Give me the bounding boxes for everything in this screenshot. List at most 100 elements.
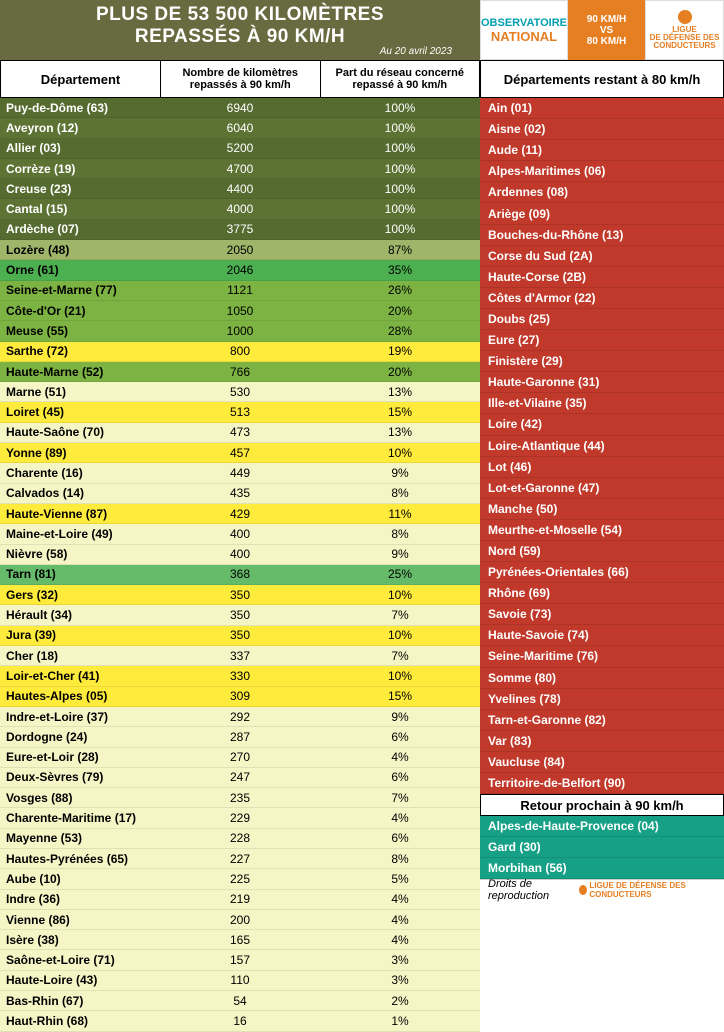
cell-km: 54 bbox=[160, 991, 320, 1011]
cell-km: 229 bbox=[160, 808, 320, 828]
list-item: Alpes-de-Haute-Provence (04) bbox=[480, 816, 724, 837]
table-row: Sarthe (72)80019% bbox=[0, 342, 480, 362]
cell-pct: 100% bbox=[320, 220, 480, 240]
table-row: Mayenne (53)2286% bbox=[0, 829, 480, 849]
cell-pct: 4% bbox=[320, 808, 480, 828]
footer-logo-text: LIGUE DE DÉFENSE DES CONDUCTEURS bbox=[589, 881, 716, 899]
list-item: Seine-Maritime (76) bbox=[480, 646, 724, 667]
table-row: Orne (61)204635% bbox=[0, 260, 480, 280]
cell-dept: Charente-Maritime (17) bbox=[0, 808, 160, 828]
cell-pct: 100% bbox=[320, 159, 480, 179]
cell-dept: Indre-et-Loire (37) bbox=[0, 707, 160, 727]
table-row: Calvados (14)4358% bbox=[0, 484, 480, 504]
table-row: Haute-Marne (52)76620% bbox=[0, 362, 480, 382]
table-row: Loir-et-Cher (41)33010% bbox=[0, 666, 480, 686]
table-row: Isère (38)1654% bbox=[0, 930, 480, 950]
list-item: Lot-et-Garonne (47) bbox=[480, 478, 724, 499]
left-table: Département Nombre de kilomètres repassé… bbox=[0, 60, 480, 1032]
cell-dept: Haute-Saône (70) bbox=[0, 423, 160, 443]
cell-pct: 7% bbox=[320, 646, 480, 666]
list-item: Tarn-et-Garonne (82) bbox=[480, 710, 724, 731]
cell-km: 457 bbox=[160, 443, 320, 463]
cell-pct: 19% bbox=[320, 342, 480, 362]
table-row: Puy-de-Dôme (63)6940100% bbox=[0, 98, 480, 118]
columns: Département Nombre de kilomètres repassé… bbox=[0, 60, 724, 1032]
list-item: Alpes-Maritimes (06) bbox=[480, 161, 724, 182]
left-table-head: Département Nombre de kilomètres repassé… bbox=[0, 60, 480, 98]
cell-dept: Jura (39) bbox=[0, 626, 160, 646]
cell-pct: 100% bbox=[320, 118, 480, 138]
cell-pct: 10% bbox=[320, 626, 480, 646]
table-row: Vienne (86)2004% bbox=[0, 910, 480, 930]
cell-dept: Cantal (15) bbox=[0, 199, 160, 219]
list-item: Var (83) bbox=[480, 731, 724, 752]
list-item: Côtes d'Armor (22) bbox=[480, 288, 724, 309]
table-row: Aube (10)2255% bbox=[0, 869, 480, 889]
table-row: Haute-Vienne (87)42911% bbox=[0, 504, 480, 524]
list-item: Doubs (25) bbox=[480, 309, 724, 330]
cell-km: 800 bbox=[160, 342, 320, 362]
table-row: Charente-Maritime (17)2294% bbox=[0, 808, 480, 828]
cell-km: 270 bbox=[160, 748, 320, 768]
cell-km: 5200 bbox=[160, 139, 320, 159]
list-item: Bouches-du-Rhône (13) bbox=[480, 225, 724, 246]
table-row: Eure-et-Loir (28)2704% bbox=[0, 748, 480, 768]
cell-km: 350 bbox=[160, 585, 320, 605]
cell-pct: 100% bbox=[320, 98, 480, 118]
cell-pct: 10% bbox=[320, 443, 480, 463]
cell-km: 2046 bbox=[160, 260, 320, 280]
cell-km: 1121 bbox=[160, 281, 320, 301]
table-row: Yonne (89)45710% bbox=[0, 443, 480, 463]
table-row: Haute-Loire (43)1103% bbox=[0, 971, 480, 991]
cell-pct: 8% bbox=[320, 524, 480, 544]
cell-pct: 26% bbox=[320, 281, 480, 301]
speed-line-2: VS bbox=[600, 25, 613, 36]
cell-pct: 9% bbox=[320, 463, 480, 483]
cell-km: 227 bbox=[160, 849, 320, 869]
cell-km: 435 bbox=[160, 484, 320, 504]
cell-dept: Hautes-Pyrénées (65) bbox=[0, 849, 160, 869]
cell-km: 400 bbox=[160, 545, 320, 565]
table-row: Allier (03)5200100% bbox=[0, 139, 480, 159]
title-line-2: REPASSÉS À 90 KM/H bbox=[135, 26, 345, 48]
cell-km: 228 bbox=[160, 829, 320, 849]
table-row: Gers (32)35010% bbox=[0, 585, 480, 605]
speed-line-3: 80 KM/H bbox=[587, 36, 626, 47]
cell-dept: Meuse (55) bbox=[0, 321, 160, 341]
cell-pct: 4% bbox=[320, 890, 480, 910]
table-row: Jura (39)35010% bbox=[0, 626, 480, 646]
cell-pct: 100% bbox=[320, 199, 480, 219]
cell-pct: 4% bbox=[320, 910, 480, 930]
table-row: Aveyron (12)6040100% bbox=[0, 118, 480, 138]
cell-km: 200 bbox=[160, 910, 320, 930]
cell-pct: 6% bbox=[320, 768, 480, 788]
cell-km: 330 bbox=[160, 666, 320, 686]
page: PLUS DE 53 500 KILOMÈTRES REPASSÉS À 90 … bbox=[0, 0, 724, 1032]
list-item: Nord (59) bbox=[480, 541, 724, 562]
cell-km: 2050 bbox=[160, 240, 320, 260]
cell-dept: Allier (03) bbox=[0, 139, 160, 159]
list-item: Ain (01) bbox=[480, 98, 724, 119]
cell-pct: 8% bbox=[320, 849, 480, 869]
cell-pct: 10% bbox=[320, 585, 480, 605]
cell-km: 449 bbox=[160, 463, 320, 483]
red-list: Ain (01)Aisne (02)Aude (11)Alpes-Maritim… bbox=[480, 98, 724, 794]
table-row: Loiret (45)51315% bbox=[0, 402, 480, 422]
cell-km: 157 bbox=[160, 950, 320, 970]
cell-dept: Yonne (89) bbox=[0, 443, 160, 463]
list-item: Ariège (09) bbox=[480, 203, 724, 224]
cell-pct: 9% bbox=[320, 545, 480, 565]
cell-dept: Loir-et-Cher (41) bbox=[0, 666, 160, 686]
ligue-line-3: CONDUCTEURS bbox=[653, 42, 715, 50]
cell-pct: 7% bbox=[320, 788, 480, 808]
cell-km: 247 bbox=[160, 768, 320, 788]
table-row: Creuse (23)4400100% bbox=[0, 179, 480, 199]
list-item: Pyrénées-Orientales (66) bbox=[480, 562, 724, 583]
cell-pct: 13% bbox=[320, 382, 480, 402]
cell-pct: 4% bbox=[320, 748, 480, 768]
list-item: Loire (42) bbox=[480, 414, 724, 435]
table-row: Lozère (48)205087% bbox=[0, 240, 480, 260]
table-row: Indre (36)2194% bbox=[0, 890, 480, 910]
table-row: Seine-et-Marne (77)112126% bbox=[0, 281, 480, 301]
cell-dept: Bas-Rhin (67) bbox=[0, 991, 160, 1011]
